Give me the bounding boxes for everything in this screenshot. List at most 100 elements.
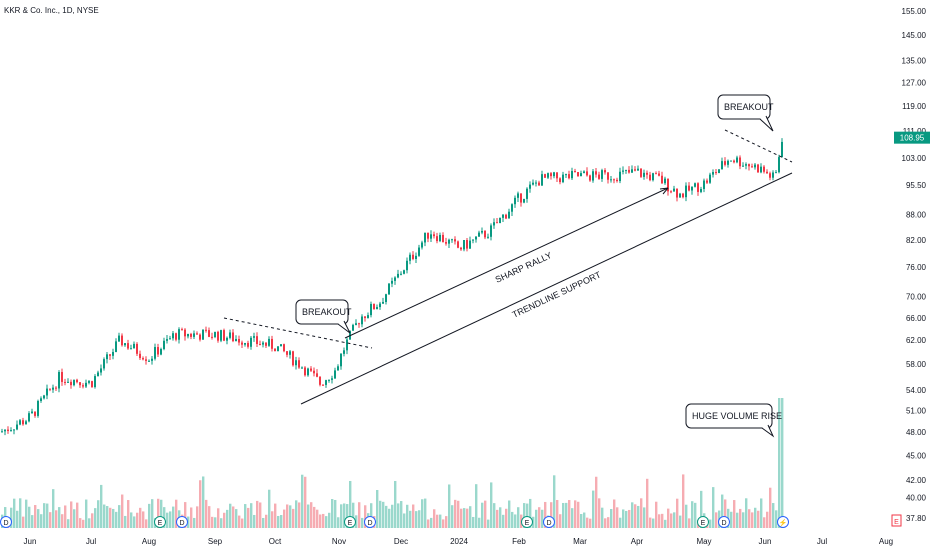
candle-body (214, 331, 216, 338)
volume-bar (262, 517, 265, 528)
earnings-marker: E (344, 516, 356, 528)
candle-body (343, 350, 345, 354)
candle-body (379, 303, 381, 308)
volume-bar (139, 507, 142, 528)
y-tick-label: 54.00 (906, 386, 927, 395)
volume-bar (169, 511, 172, 528)
volume-bar (523, 503, 526, 528)
volume-bar (418, 510, 421, 528)
marker-letter: D (3, 520, 8, 527)
candle-body (439, 234, 441, 242)
candle-body (466, 239, 468, 249)
candle-body (559, 178, 561, 183)
candle-body (259, 343, 261, 345)
volume-bar (667, 508, 670, 528)
x-tick-label: 2024 (450, 537, 468, 546)
volume-bar (733, 500, 736, 528)
volume-bar (679, 515, 682, 528)
volume-bar (556, 499, 559, 528)
volume-bar (382, 501, 385, 528)
candle-body (649, 174, 651, 181)
volume-bar (127, 500, 130, 528)
candle-body (409, 254, 411, 261)
volume-bar (40, 514, 43, 528)
candle-body (607, 172, 609, 180)
volume-bar (91, 513, 94, 528)
candle-body (142, 358, 144, 360)
candle-body (340, 353, 342, 367)
candle-body (301, 367, 303, 369)
candle-body (493, 222, 495, 226)
candle-body (442, 234, 444, 243)
volume-bar (544, 501, 547, 528)
x-tick-label: May (696, 537, 711, 546)
candle-body (202, 329, 204, 340)
candle-body (100, 368, 102, 373)
candle-body (382, 301, 384, 304)
volume-bar (496, 509, 499, 528)
marker-letter: E (348, 520, 353, 527)
marker-circle (344, 516, 356, 528)
x-tick-label: Jul (817, 537, 827, 546)
candle-body (586, 171, 588, 176)
candle-body (85, 382, 87, 387)
candle-body (385, 294, 387, 302)
volume-bar (526, 503, 529, 528)
volume-bar (208, 506, 211, 528)
earnings-axis-letter: E (894, 519, 899, 526)
candle-body (538, 182, 540, 186)
candle-body (523, 198, 525, 203)
volume-bar (283, 509, 286, 528)
volume-bar (424, 498, 427, 528)
candle-body (73, 379, 75, 386)
candle-body (82, 385, 84, 387)
volume-bar (508, 500, 511, 528)
callout-box (685, 403, 773, 429)
candle-body (691, 186, 693, 191)
candle-body (772, 172, 774, 178)
y-axis: 155.00 145.00 135.00 127.00 119.00 111.00 103.… (894, 7, 930, 523)
marker-circle (697, 516, 709, 528)
y-tick-label: 145.00 (902, 31, 927, 40)
candle-body (304, 367, 306, 376)
volume-bar (616, 507, 619, 528)
candle-body (535, 182, 537, 184)
candle-body (283, 344, 285, 352)
candle-body (568, 174, 570, 179)
volume-bar (436, 514, 439, 528)
candle-body (361, 316, 363, 325)
candle-body (688, 185, 690, 191)
sharp-rally-arrowhead (659, 187, 669, 195)
volume-bar (268, 489, 271, 528)
candle-body (256, 336, 258, 344)
candle-body (316, 373, 318, 377)
candle-body (631, 169, 633, 173)
candle-body (19, 420, 21, 425)
volume-bar (580, 514, 583, 528)
candle-body (418, 247, 420, 256)
candle-body (451, 239, 453, 241)
candle-body (127, 343, 129, 349)
candle-body (67, 381, 69, 383)
candle-body (529, 184, 531, 189)
y-tick-label: 119.00 (902, 102, 926, 111)
volume-bar (475, 484, 478, 528)
volume-bar (211, 516, 214, 528)
volume-bar (334, 499, 337, 528)
candle-body (646, 172, 648, 175)
candle-body (769, 173, 771, 178)
volume-bar (19, 498, 22, 528)
y-tick-label: 111.00 (903, 127, 927, 136)
volume-bar (307, 504, 310, 528)
volume-bar (655, 501, 658, 528)
y-tick-label: 155.00 (902, 7, 927, 16)
candle-body (337, 366, 339, 371)
y-tick-label: 42.00 (906, 476, 927, 485)
callout-box (717, 94, 771, 120)
volume-bar (778, 398, 781, 528)
candle-body (622, 170, 624, 172)
volume-bar (253, 514, 256, 528)
x-tick-label: Aug (879, 537, 893, 546)
